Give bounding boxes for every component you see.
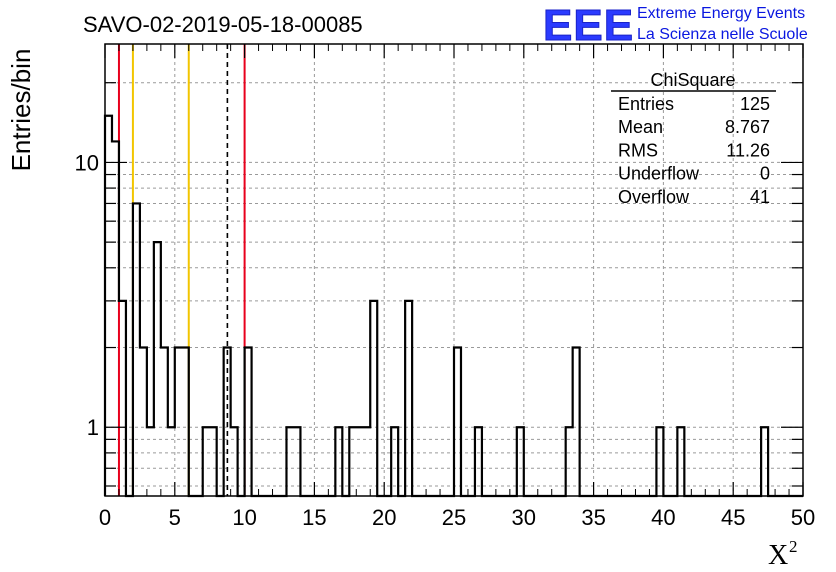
y-tick-label: 10 [75, 150, 99, 175]
x-axis-label-superscript: 2 [789, 537, 798, 556]
x-tick-label: 30 [512, 505, 536, 530]
chart-title: SAVO-02-2019-05-18-00085 [83, 12, 363, 37]
stats-box-title: ChiSquare [650, 70, 735, 90]
x-tick-label: 0 [99, 505, 111, 530]
x-axis-label: X [768, 540, 788, 571]
x-tick-label: 50 [791, 505, 815, 530]
y-axis-label: Entries/bin [6, 49, 36, 172]
stats-row-value: 8.767 [725, 117, 770, 137]
stats-box-rows: Entries 125 Mean 8.767 RMS 11.26 Underflow 0 Ove… [618, 94, 770, 207]
x-tick-label: 20 [372, 505, 396, 530]
stats-row-value: 41 [750, 187, 770, 207]
eee-logo: EEE Extreme Energy Events La Scienza nel… [543, 1, 808, 51]
stats-row-label: RMS [618, 140, 658, 160]
x-tick-label: 40 [651, 505, 675, 530]
stats-row-value: 11.26 [726, 140, 770, 160]
x-tick-label: 15 [302, 505, 326, 530]
stats-row-value: 125 [740, 94, 770, 114]
x-tick-label: 10 [232, 505, 256, 530]
eee-logo-line2: La Scienza nelle Scuole [637, 26, 808, 43]
x-tick-labels: 0 5 10 15 20 25 30 35 40 45 50 [99, 505, 815, 530]
x-tick-label: 35 [581, 505, 605, 530]
stats-row-label: Mean [618, 117, 663, 137]
x-tick-label: 25 [442, 505, 466, 530]
y-tick-label: 1 [87, 415, 99, 440]
stats-box: ChiSquare Entries 125 Mean 8.767 RMS 11.26 Und… [611, 70, 776, 207]
x-tick-label: 5 [169, 505, 181, 530]
stats-row-label: Overflow [618, 187, 690, 207]
stats-row-value: 0 [760, 164, 770, 184]
y-tick-labels: 1 10 [75, 150, 99, 440]
eee-logo-line1: Extreme Energy Events [637, 5, 805, 22]
stats-row-label: Entries [618, 94, 674, 114]
stats-row-label: Underflow [618, 164, 700, 184]
eee-logo-mark: EEE [543, 1, 634, 50]
x-tick-label: 45 [721, 505, 745, 530]
axis-ticks [104, 44, 804, 496]
